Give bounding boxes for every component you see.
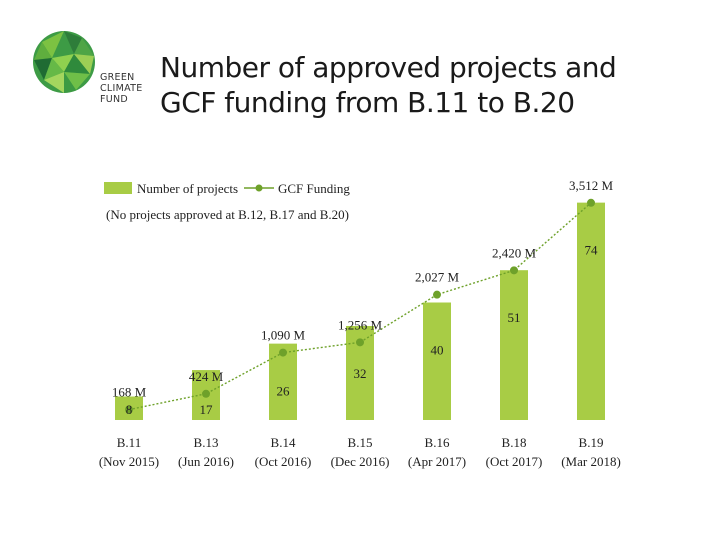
legend-line-label: GCF Funding [278, 181, 350, 196]
logo-line-green: GREEN [100, 72, 135, 83]
x-tick-label: B.15 [348, 435, 373, 450]
bar-B.19 [577, 202, 605, 420]
page-title: Number of approved projects and GCF fund… [160, 50, 700, 120]
logo-wordmark: GREEN CLIMATE FUND [100, 72, 143, 105]
funding-point [202, 389, 210, 398]
x-tick-label: B.19 [579, 435, 604, 450]
logo-line-fund: FUND [100, 94, 129, 105]
x-tick-label: B.14 [271, 435, 296, 450]
chart-legend: Number of projects GCF Funding (No proje… [104, 181, 350, 222]
funding-value-label: 2,027 M [415, 270, 460, 285]
bar-value-label: 51 [508, 310, 521, 325]
funding-value-label: 3,512 M [569, 178, 614, 193]
x-tick-date: (Apr 2017) [408, 454, 466, 469]
legend-bar-swatch [104, 182, 132, 194]
x-tick-date: (Mar 2018) [561, 454, 621, 469]
bar-B.16 [423, 302, 451, 420]
x-tick-date: (Jun 2016) [178, 454, 234, 469]
x-tick-label: B.18 [502, 435, 527, 450]
funding-point [356, 338, 364, 347]
logo-line-climate: CLIMATE [100, 83, 143, 94]
legend-bar-label: Number of projects [137, 181, 238, 196]
bar-value-label: 8 [126, 402, 133, 417]
x-tick-date: (Oct 2017) [486, 454, 543, 469]
legend-line-dot [255, 184, 263, 192]
funding-point [433, 290, 441, 299]
x-tick-date: (Nov 2015) [99, 454, 159, 469]
funding-value-label: 1,090 M [261, 328, 306, 343]
legend-note: (No projects approved at B.12, B.17 and … [106, 207, 349, 222]
funding-point [279, 348, 287, 357]
funding-value-label: 168 M [112, 385, 147, 400]
bar-value-label: 32 [354, 366, 367, 381]
x-tick-label: B.13 [194, 435, 219, 450]
funding-point [587, 198, 595, 207]
funding-value-label: 424 M [189, 369, 224, 384]
bar-B.18 [500, 270, 528, 420]
x-tick-label: B.16 [425, 435, 450, 450]
funding-value-label: 2,420 M [492, 245, 537, 260]
bar-value-label: 74 [585, 243, 599, 258]
x-tick-label: B.11 [117, 435, 141, 450]
funding-point [125, 405, 133, 414]
globe-icon [33, 31, 95, 93]
title-line-2: GCF funding from B.11 to B.20 [160, 86, 575, 119]
bar-value-label: 26 [277, 384, 291, 399]
funding-value-label: 1,256 M [338, 317, 383, 332]
funding-point [510, 266, 518, 275]
gcf-logo: GREEN CLIMATE FUND [30, 28, 150, 118]
x-tick-date: (Dec 2016) [331, 454, 390, 469]
x-tick-date: (Oct 2016) [255, 454, 312, 469]
title-line-1: Number of approved projects and [160, 51, 617, 84]
bar-value-label: 17 [200, 402, 214, 417]
bar-value-label: 40 [431, 343, 444, 358]
